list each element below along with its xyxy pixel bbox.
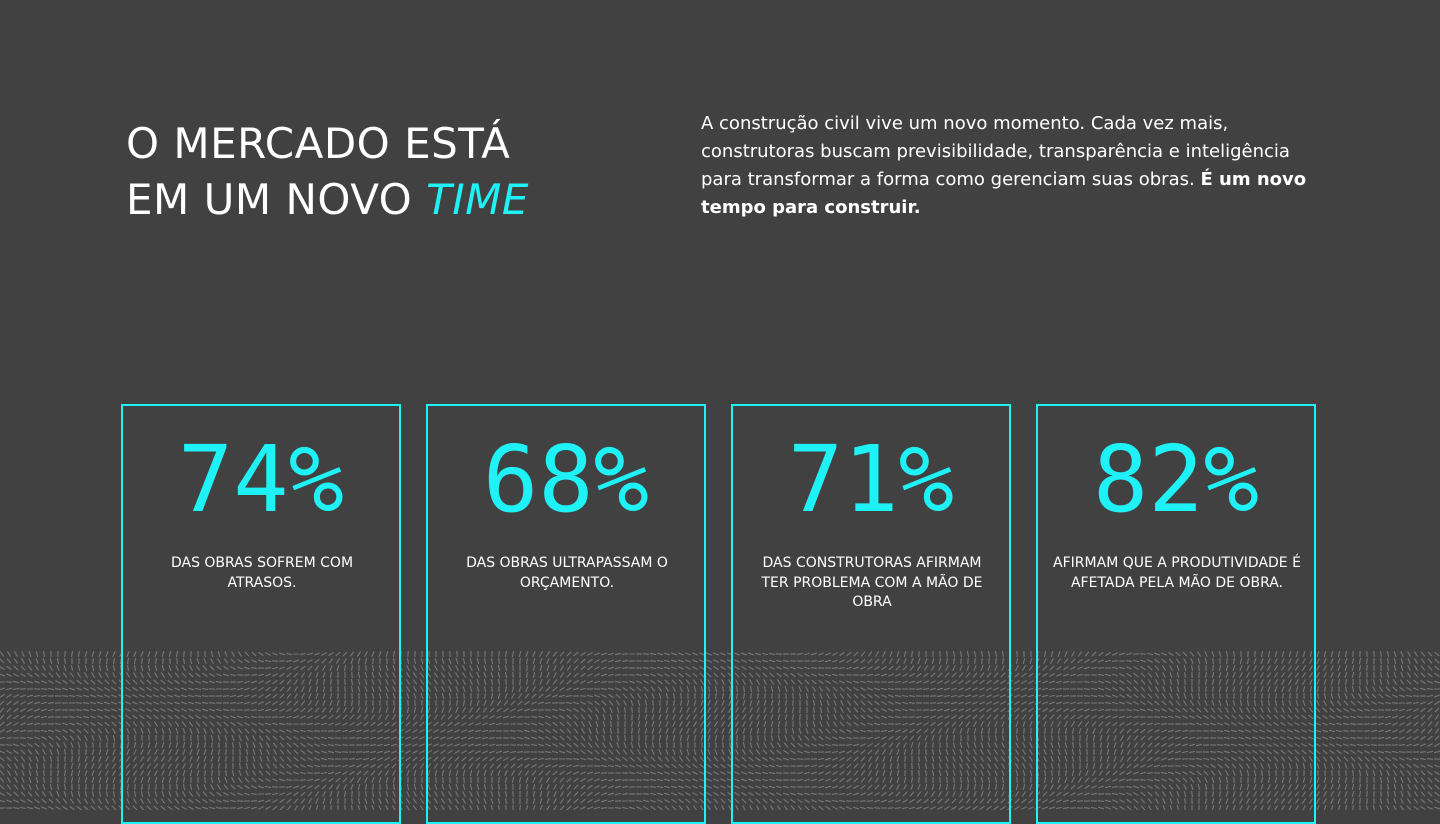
page-title-line-1: O MERCADO ESTÁ: [126, 119, 511, 168]
stat-value: 74%: [177, 426, 345, 533]
stat-value: 71%: [787, 426, 955, 533]
page-title-line-2: EM UM NOVO: [126, 175, 427, 224]
intro-paragraph: A construção civil vive um novo momento.…: [701, 110, 1311, 222]
stat-value: 82%: [1092, 426, 1260, 533]
stat-label: DAS OBRAS SOFREM COM ATRASOS.: [170, 555, 354, 591]
intro-emphasis: É um novo tempo para construir.: [701, 169, 1307, 218]
page-title-accent: TIME: [426, 175, 529, 224]
page-title: O MERCADO ESTÁ EM UM NOVO TIME: [126, 116, 646, 228]
stat-card-1: 74% DAS OBRAS SOFREM COM ATRASOS.: [121, 404, 401, 824]
stat-card-2: 68% DAS OBRAS ULTRAPASSAM O ORÇAMENTO.: [426, 404, 706, 824]
stat-card-4: 82% AFIRMAM QUE A PRODUTIVIDADE É AFETAD…: [1036, 404, 1316, 824]
decorative-hatch-pattern: [0, 650, 1440, 810]
stat-label: AFIRMAM QUE A PRODUTIVIDADE É AFETADA PE…: [1053, 555, 1301, 591]
stat-label: DAS CONSTRUTORAS AFIRMAM TER PROBLEMA CO…: [761, 555, 983, 610]
stat-label: DAS OBRAS ULTRAPASSAM O ORÇAMENTO.: [466, 555, 668, 591]
intro-text: A construção civil vive um novo momento.…: [701, 113, 1290, 190]
stat-value: 68%: [482, 426, 650, 533]
stat-card-3: 71% DAS CONSTRUTORAS AFIRMAM TER PROBLEM…: [731, 404, 1011, 824]
